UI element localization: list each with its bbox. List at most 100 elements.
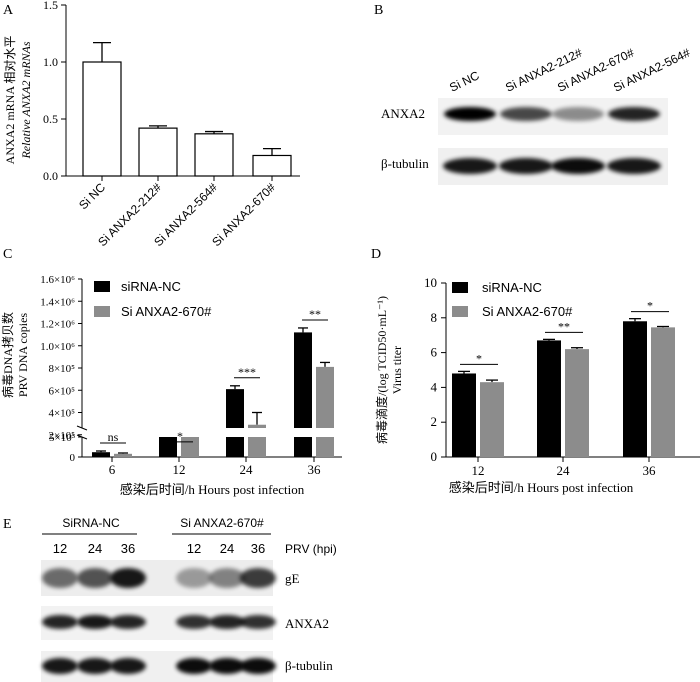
panel-c-legend-swatch-si: [94, 306, 110, 317]
panel-b: B ANXA2 β-tubulin Si NC Si ANXA2-212#Si A…: [374, 3, 693, 185]
panel-c-sig-3: **: [309, 307, 321, 321]
panel-e-bands: [42, 568, 276, 674]
panel-e-time-label-2: 36: [121, 541, 135, 556]
panel-c-y-tick-label-0: 2×10⁵: [48, 430, 75, 442]
panel-b-band-anxa2-3: [608, 107, 660, 121]
panel-e-band-ge-4: [209, 568, 245, 588]
panel-e-band-ge-3: [176, 568, 212, 588]
panel-e-band-tubulin-1: [77, 658, 113, 674]
panel-e-time-label-0: 12: [53, 541, 67, 556]
panel-c-x-tick-label-0: 6: [109, 462, 116, 477]
panel-e-time-labels: 12 24 36 12 24 36: [53, 541, 265, 556]
panel-c-y-tick-label-1: 4×10⁵: [48, 408, 75, 420]
panel-d-y-tick-label-0: 0: [431, 449, 438, 464]
panel-d-y-tick-label-5: 10: [424, 275, 437, 290]
panel-a-bar-2: [194, 133, 234, 177]
panel-e-band-tubulin-3: [176, 658, 212, 674]
panel-c-bar-1-3-upper: [316, 366, 334, 428]
panel-d-bar-0-0: [452, 373, 476, 457]
panel-e-band-ge-2: [110, 568, 146, 588]
panel-a-ylabel-en: Relative ANXA2 mRNAs: [19, 41, 33, 159]
panel-c-y-tick-label-7: 1.6×10⁶: [40, 274, 75, 286]
panel-d: D 病毒滴度/(log TCID50·mL⁻¹) Virus titer 024…: [371, 247, 700, 495]
panel-c-letter: C: [3, 247, 12, 262]
panel-b-band-anxa2-0: [444, 107, 496, 121]
panel-e-band-ge-5: [240, 568, 276, 588]
panel-d-sig-0: *: [476, 351, 482, 365]
panel-d-ylabel-cn: 病毒滴度/(log TCID50·mL⁻¹): [374, 296, 389, 444]
panel-c-ylabel-en: PRV DNA copies: [16, 313, 30, 397]
panel-b-band-tubulin-2: [551, 158, 605, 174]
panel-c-y-tick-label-6: 1.4×10⁶: [40, 296, 75, 308]
panel-d-x-tick-label-0: 12: [472, 463, 485, 478]
panel-d-bar-0-2: [623, 321, 647, 457]
panel-e-band-anxa2-4: [209, 615, 245, 629]
panel-a-bars: [82, 41, 292, 181]
panel-c-bar-1-2-lower: [248, 437, 266, 457]
panel-c-bar-0-3-lower: [294, 437, 312, 457]
panel-d-x-tick-label-1: 24: [557, 463, 571, 478]
panel-a-x-label-0: Si NC: [76, 180, 108, 212]
panel-d-bar-1-1: [565, 349, 589, 457]
panel-a: A ANXA2 mRNA 相对水平 Relative ANXA2 mRNAs 0…: [3, 0, 300, 249]
panel-c: C 病毒DNA拷贝数 PRV DNA copies 2×10⁵ 4×10⁵ 6×10…: [0, 247, 342, 497]
panel-b-band-label-anxa2: ANXA2: [381, 106, 425, 121]
panel-e-time-label-3: 12: [187, 541, 201, 556]
panel-b-band-anxa2-2: [552, 107, 604, 121]
panel-c-y-tick-low-label-1: 5×10³: [49, 432, 76, 444]
panel-e-band-tubulin-0: [42, 658, 78, 674]
panel-d-x-tick-label-2: 36: [643, 463, 657, 478]
panel-c-legend-swatch-nc: [94, 281, 110, 292]
panel-e-band-tubulin-2: [110, 658, 146, 674]
panel-c-legend-nc: siRNA-NC: [121, 279, 181, 294]
panel-b-band-anxa2-1: [500, 107, 552, 121]
panel-d-significance: ****: [460, 299, 669, 365]
panel-c-bars: [92, 327, 334, 457]
panel-d-y-tick-label-1: 2: [431, 414, 438, 429]
panel-d-y-tick-label-3: 6: [431, 345, 438, 360]
panel-d-bars: [452, 318, 675, 457]
panel-c-sig-0: ns: [108, 430, 119, 444]
panel-e-band-anxa2-5: [240, 615, 276, 629]
panel-e: E SiRNA-NC Si ANXA2-670# 12 24 36 12 24 36 PR…: [3, 516, 337, 682]
panel-c-y-tick-label-4: 1.0×10⁶: [40, 341, 75, 353]
panel-e-band-label-ge: gE: [285, 571, 300, 586]
panel-a-letter: A: [3, 3, 14, 18]
panel-c-xlabel: 感染后时间/h Hours post infection: [120, 482, 305, 497]
panel-a-y-tick-label-0: 0.0: [43, 169, 58, 183]
panel-e-time-label-4: 24: [220, 541, 234, 556]
panel-c-bar-0-3-upper: [294, 332, 312, 428]
panel-e-band-anxa2-1: [77, 615, 113, 629]
panel-a-y-ticks: 0.0 0.5 1.0 1.5: [43, 0, 66, 183]
panel-c-y-tick-label-5: 1.2×10⁶: [40, 319, 75, 331]
panel-d-legend-nc: siRNA-NC: [482, 280, 542, 295]
panel-d-bar-1-0: [480, 382, 504, 457]
panel-d-ylabel-en: Virus titer: [390, 346, 404, 394]
panel-d-legend-swatch-nc: [452, 282, 468, 293]
panel-c-sig-1: *: [177, 429, 183, 443]
panel-a-bar-1: [138, 127, 178, 177]
panel-a-bar-3: [252, 154, 292, 177]
panel-b-lane-labels: Si NC Si ANXA2-212#Si ANXA2-670#Si ANXA2-…: [447, 45, 692, 94]
panel-c-bar-1-3-lower: [316, 437, 334, 457]
panel-c-bar-0-0: [92, 452, 110, 457]
panel-c-ylabel-cn: 病毒DNA拷贝数: [0, 312, 15, 398]
panel-c-bar-0-1-lower: [159, 437, 177, 457]
panel-c-y-tick-low-label-0: 0: [70, 452, 76, 464]
panel-d-y-tick-label-4: 8: [431, 310, 438, 325]
panel-d-legend-swatch-si: [452, 306, 468, 317]
panel-b-band-label-tubulin: β-tubulin: [381, 156, 429, 171]
panel-e-group-nc: SiRNA-NC: [62, 516, 120, 530]
panel-c-bar-0-2-upper: [226, 389, 244, 428]
panel-c-legend-si: Si ANXA2-670#: [121, 304, 212, 319]
panel-d-sig-2: *: [647, 299, 653, 313]
panel-e-band-anxa2-3: [176, 615, 212, 629]
panel-c-significance: ns ******: [100, 307, 328, 444]
panel-c-x-ticks: 6 12 24 36: [109, 457, 321, 477]
panel-d-sig-1: **: [558, 319, 570, 333]
panel-b-band-tubulin-0: [443, 158, 497, 174]
panel-e-band-anxa2-0: [42, 615, 78, 629]
panel-e-group-si: Si ANXA2-670#: [180, 516, 264, 530]
panel-c-x-tick-label-1: 12: [173, 462, 186, 477]
